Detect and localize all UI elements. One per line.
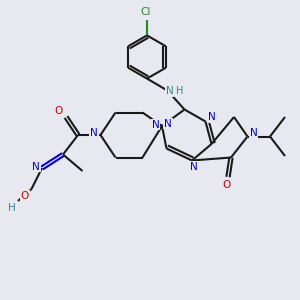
Text: N: N (164, 118, 172, 129)
Text: N: N (208, 112, 215, 122)
Text: N: N (166, 86, 173, 96)
Text: O: O (54, 106, 63, 116)
Text: N: N (190, 162, 197, 172)
Text: N: N (90, 128, 98, 139)
Text: Cl: Cl (140, 7, 151, 17)
Text: N: N (32, 161, 40, 172)
Text: H: H (8, 202, 15, 213)
Text: N: N (250, 128, 257, 139)
Text: N: N (152, 119, 159, 130)
Text: H: H (176, 86, 183, 96)
Text: O: O (222, 180, 231, 190)
Text: O: O (21, 190, 29, 201)
